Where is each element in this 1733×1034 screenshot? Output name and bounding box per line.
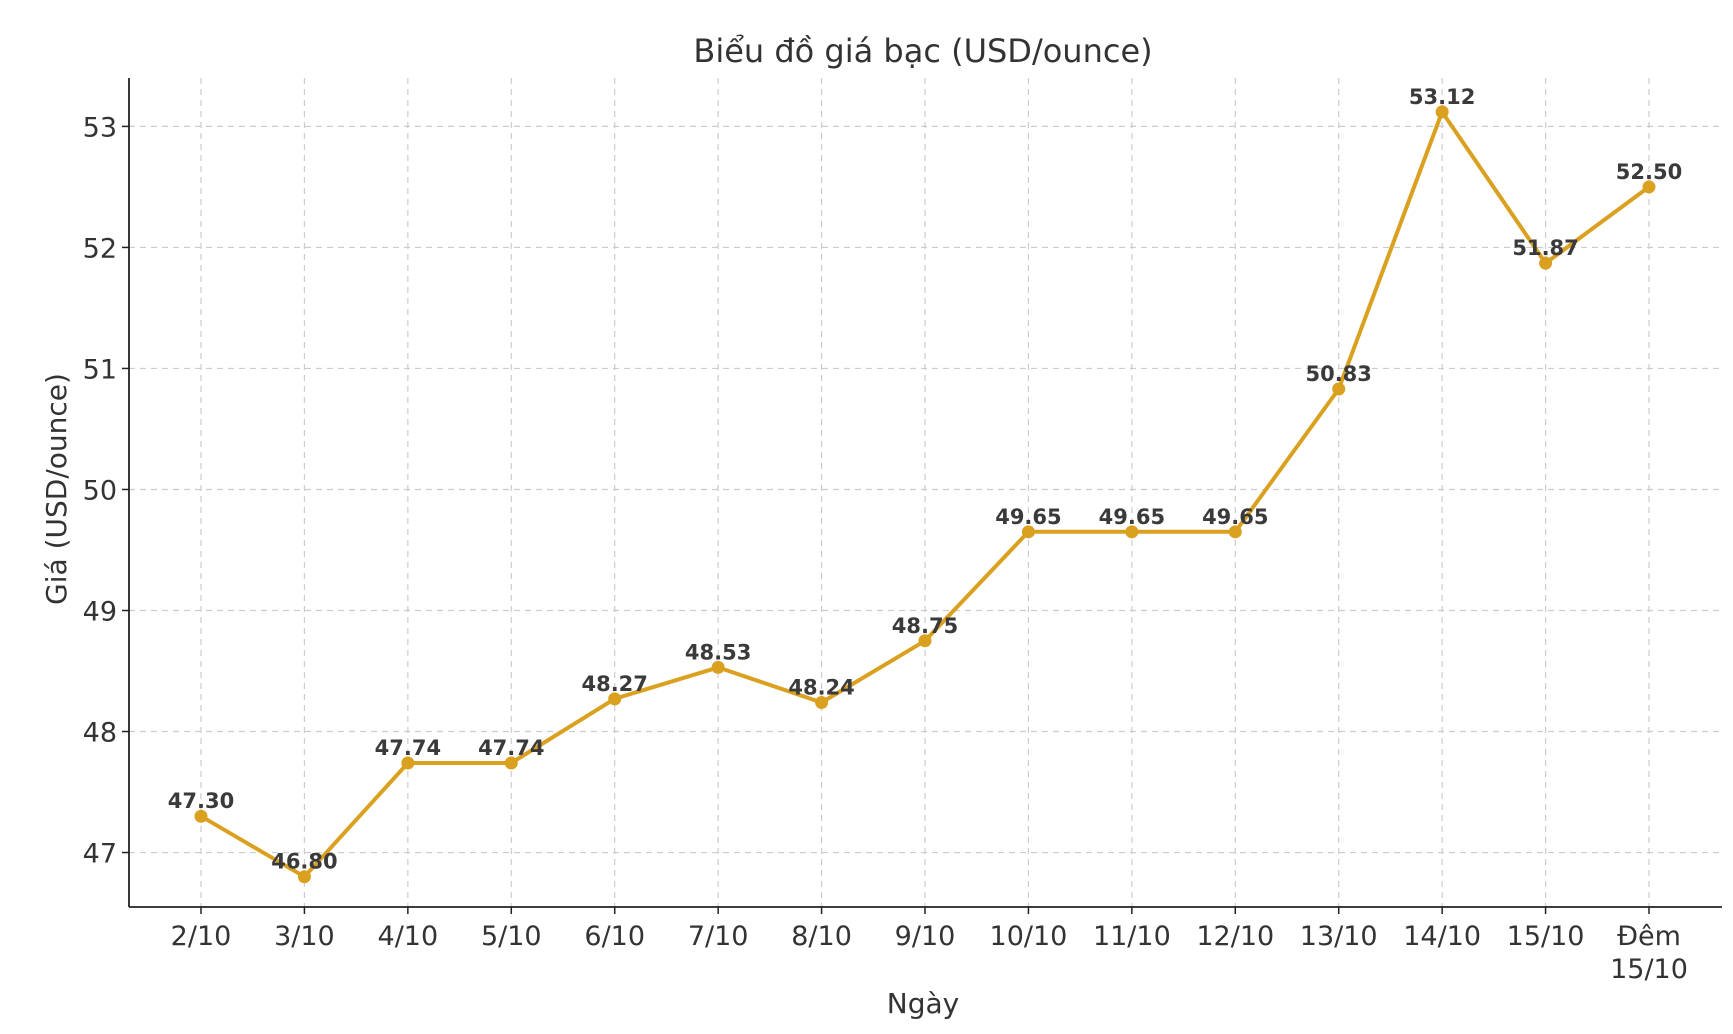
y-tick-label: 49 [83,596,117,627]
series-line-group [194,105,1656,884]
y-tick-label: 47 [83,839,117,870]
x-tick-label: 12/10 [1196,921,1274,952]
y-tick-label: 48 [83,718,117,749]
data-label: 48.53 [685,640,751,664]
data-point [1539,256,1553,270]
x-tick-label: 11/10 [1093,921,1171,952]
x-tick-label: 9/10 [895,921,956,952]
data-label: 52.50 [1616,160,1682,184]
data-label: 47.74 [375,736,441,760]
data-label: 48.24 [788,675,854,699]
data-label: 50.83 [1305,362,1371,386]
data-point [194,809,208,823]
x-tick-label: Đêm 15/10 [1610,921,1688,985]
x-tick-label: 8/10 [791,921,852,952]
data-point [1332,382,1346,396]
data-point [711,660,725,674]
axes: 47 48 49 50 51 52 53 2/10 3/10 4/10 5/10 6/10 7/10 8/… [83,78,1722,985]
x-tick-label: 4/10 [378,921,439,952]
data-label: 51.87 [1512,236,1578,260]
grid-lines [129,78,1722,907]
data-label: 49.65 [995,505,1061,529]
y-tick-label: 52 [83,233,117,264]
x-tick-label: 13/10 [1300,921,1378,952]
data-point [815,695,829,709]
data-point [1021,525,1035,539]
data-label: 49.65 [1099,505,1165,529]
data-point [608,692,622,706]
data-point [918,634,932,648]
data-label: 48.27 [581,672,647,696]
y-axis-label: Giá (USD/ounce) [40,373,73,605]
data-label: 47.30 [168,789,234,813]
x-tick-label: 10/10 [990,921,1068,952]
data-point [401,756,415,770]
data-label: 49.65 [1202,505,1268,529]
data-point [504,756,518,770]
data-point [297,870,311,884]
data-label: 48.75 [892,614,958,638]
y-tick-label: 53 [83,112,117,143]
x-tick-label: 3/10 [274,921,335,952]
data-labels: 47.30 46.80 47.74 47.74 48.27 48.53 48.24 48.75… [168,85,1682,874]
data-label: 53.12 [1409,85,1475,109]
x-tick-label: 2/10 [171,921,232,952]
y-tick-label: 51 [83,354,117,385]
x-tick-label: 7/10 [688,921,749,952]
data-label: 46.80 [271,850,337,874]
data-label: 47.74 [478,736,544,760]
data-point [1228,525,1242,539]
x-axis-label: Ngày [887,987,959,1020]
x-tick-label: 6/10 [584,921,645,952]
data-point [1435,105,1449,119]
y-tick-label: 50 [83,475,117,506]
x-tick-label: 14/10 [1403,921,1481,952]
x-tick-label: 5/10 [481,921,542,952]
data-point [1125,525,1139,539]
chart-title: Biểu đồ giá bạc (USD/ounce) [693,32,1152,70]
data-point [1642,180,1656,194]
x-tick-label: 15/10 [1507,921,1585,952]
